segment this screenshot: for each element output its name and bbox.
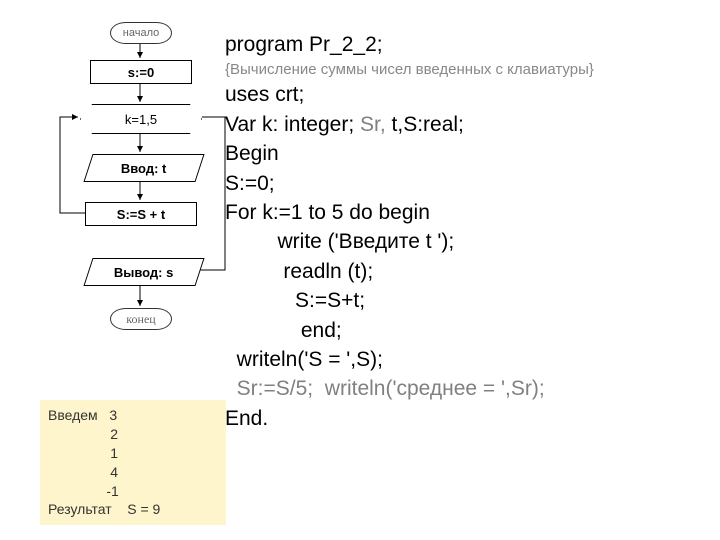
loop-label: k=1,5	[125, 112, 157, 127]
start-terminator: начало	[110, 22, 172, 44]
init-label: s:=0	[128, 65, 154, 80]
init-process: s:=0	[90, 60, 192, 84]
code-line-7: For k:=1 to 5 do begin	[225, 198, 715, 227]
code-line-10: S:=S+t;	[225, 286, 715, 315]
code-line-14: End.	[225, 404, 715, 433]
code-l4c: t,S:real;	[392, 113, 464, 136]
code-line-5: Begin	[225, 139, 715, 168]
accum-label: S:=S + t	[117, 207, 165, 222]
start-label: начало	[123, 27, 159, 39]
ex-r3: 1	[48, 444, 218, 463]
code-line-12: writeln('S = ',S);	[225, 345, 715, 374]
input-label: Ввод: t	[121, 161, 167, 176]
code-l4b: Sr,	[360, 113, 392, 136]
code-l4a: Var k: integer;	[225, 113, 360, 136]
loop-hex: k=1,5	[80, 104, 202, 134]
code-line-1: program Pr_2_2;	[225, 30, 715, 59]
code-line-9: readln (t);	[225, 257, 715, 286]
code-line-4: Var k: integer; Sr, t,S:real;	[225, 110, 715, 139]
code-line-2: {Вычисление суммы чисел введенных с клав…	[225, 59, 715, 80]
end-terminator: конец	[110, 308, 172, 330]
ex-r5: -1	[48, 482, 218, 501]
code-line-3: uses crt;	[225, 80, 715, 109]
ex-r4: 4	[48, 463, 218, 482]
output-para: Вывод: s	[83, 258, 204, 286]
accum-process: S:=S + t	[85, 202, 197, 226]
code-line-11: end;	[225, 316, 715, 345]
flowchart: начало s:=0 k=1,5 Ввод: t S:=S + t Вывод…	[40, 20, 240, 380]
example-box: Введем 3 2 1 4 -1 Результат S = 9	[40, 400, 226, 525]
output-label: Вывод: s	[114, 265, 174, 280]
ex-result: Результат S = 9	[48, 500, 218, 519]
end-label: конец	[126, 312, 155, 327]
code-line-13: Sr:=S/5; writeln('среднее = ',Sr);	[225, 374, 715, 403]
ex-r2: 2	[48, 425, 218, 444]
ex-r1: Введем 3	[48, 406, 218, 425]
input-para: Ввод: t	[83, 154, 204, 182]
code-block: program Pr_2_2; {Вычисление суммы чисел …	[225, 30, 715, 433]
code-line-8: write ('Введите t ');	[225, 227, 715, 256]
code-line-6: S:=0;	[225, 169, 715, 198]
